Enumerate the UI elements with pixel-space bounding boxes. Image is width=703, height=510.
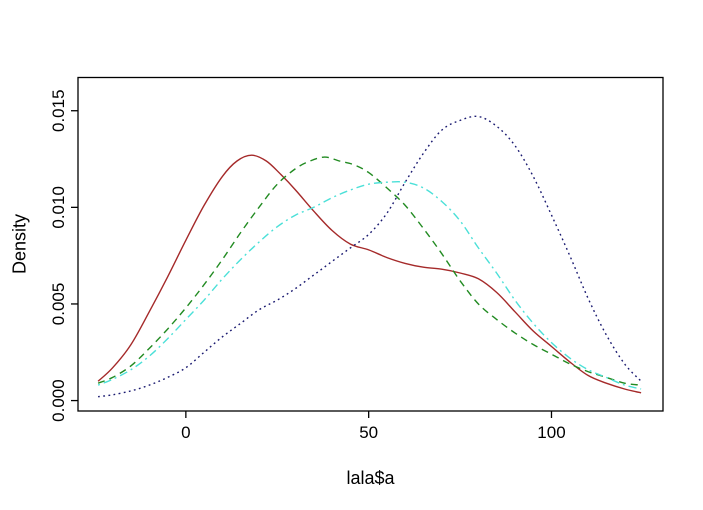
- x-tick-label: 100: [537, 423, 565, 442]
- x-tick-label: 0: [181, 423, 190, 442]
- density-curve-dashdot-cyan: [97, 181, 642, 390]
- y-tick-label: 0.005: [49, 283, 68, 326]
- y-tick-label: 0.015: [49, 89, 68, 132]
- density-curve-solid-red: [97, 154, 642, 394]
- plot-box: [77, 76, 664, 412]
- y-tick-label: 0.010: [49, 186, 68, 229]
- density-curve-dashed-green: [97, 156, 642, 386]
- y-tick-label: 0.000: [49, 379, 68, 422]
- density-curve-dotted-navy: [98, 115, 642, 398]
- y-axis-title: Density: [9, 213, 30, 275]
- x-axis-title: lala$a: [346, 468, 395, 488]
- x-tick-label: 50: [359, 423, 378, 442]
